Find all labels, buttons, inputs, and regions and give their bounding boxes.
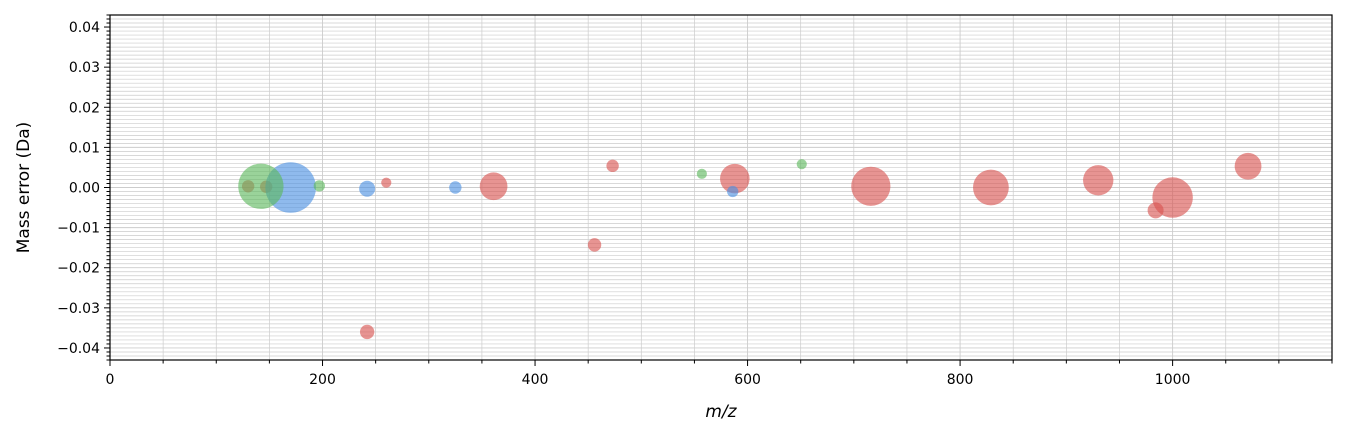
data-point-green	[696, 168, 707, 179]
data-point-red	[606, 159, 619, 173]
y-tick-label: 0.00	[69, 181, 100, 197]
x-tick-label: 200	[309, 372, 336, 388]
data-point-green	[796, 159, 807, 170]
data-point-red	[851, 166, 891, 206]
y-axis-label: Mass error (Da)	[14, 122, 34, 254]
data-points	[238, 152, 1262, 340]
x-axis-label: m/z	[705, 402, 737, 422]
x-tick-label: 1000	[1155, 372, 1191, 388]
data-point-red	[359, 324, 375, 340]
data-point-red	[1234, 152, 1262, 180]
data-point-green	[313, 180, 325, 192]
y-tick-label: −0.03	[57, 301, 100, 317]
x-tick-label: 400	[522, 372, 549, 388]
data-point-green	[238, 163, 284, 209]
data-point-red	[381, 177, 392, 188]
y-tick-label: −0.02	[57, 261, 100, 277]
y-tick-label: −0.01	[57, 221, 100, 237]
data-point-blue	[359, 180, 376, 197]
y-tick-label: 0.03	[69, 60, 100, 76]
data-point-red	[1152, 177, 1193, 218]
data-point-red	[973, 169, 1009, 206]
data-point-red	[587, 238, 602, 252]
axis-ticks: 0 200 400 600 800 1000 −0.04 −0.03 −0.02 −0.01 0.0…	[57, 14, 1333, 388]
data-point-blue	[727, 185, 739, 198]
x-tick-label: 600	[734, 372, 761, 388]
y-tick-label: −0.04	[57, 341, 100, 357]
data-point-red	[720, 163, 750, 194]
grid-lines	[109, 14, 1333, 361]
x-tick-label: 0	[106, 372, 115, 388]
y-tick-label: 0.01	[69, 140, 100, 156]
data-point-blue	[449, 181, 462, 194]
y-tick-label: 0.02	[69, 100, 100, 116]
data-point-red	[479, 172, 508, 201]
data-point-red	[1083, 165, 1114, 196]
x-tick-label: 800	[947, 372, 974, 388]
y-tick-label: 0.04	[69, 20, 100, 36]
